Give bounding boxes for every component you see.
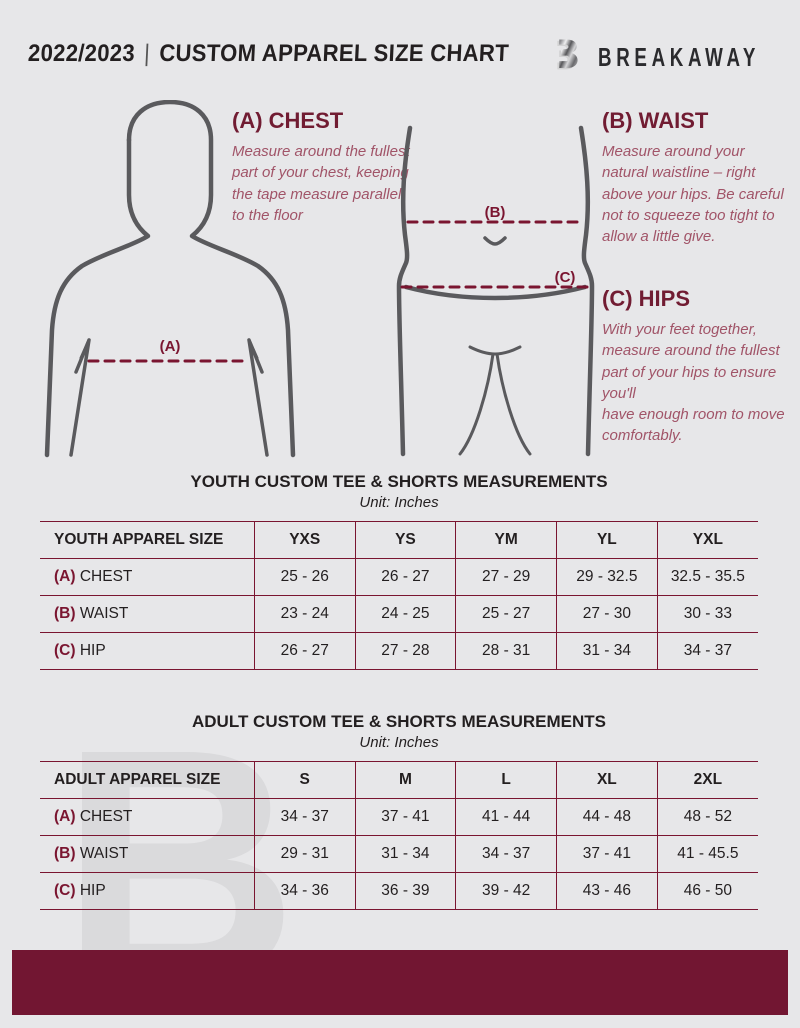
svg-text:(C): (C) (555, 269, 576, 286)
svg-text:(B): (B) (485, 204, 506, 221)
svg-text:(A): (A) (160, 338, 181, 355)
